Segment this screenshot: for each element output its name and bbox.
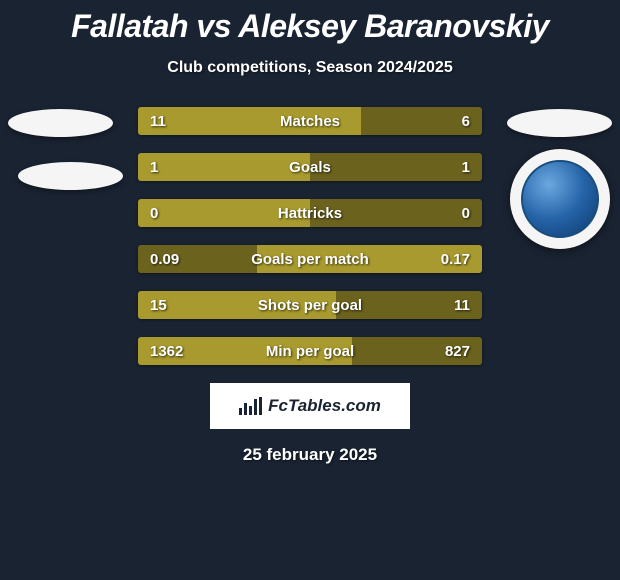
stat-row: 0.09 Goals per match 0.17 [138,245,482,273]
stat-label: Min per goal [208,343,412,360]
stat-label: Hattricks [208,205,412,222]
stat-value-right: 6 [412,113,482,130]
stat-value-right: 11 [412,297,482,314]
stat-value-left: 0 [138,205,208,222]
club-badge-icon [521,160,599,238]
stat-value-right: 0 [412,205,482,222]
stats-area: 11 Matches 6 1 Goals 1 0 Hattricks 0 0.0… [0,107,620,365]
stat-value-right: 1 [412,159,482,176]
stat-label: Goals per match [208,251,412,268]
player-right-ellipse-1 [507,109,612,137]
stat-value-left: 1 [138,159,208,176]
brand-label: FcTables.com [268,396,381,416]
date-label: 25 february 2025 [0,445,620,465]
player-left-ellipse-1 [8,109,113,137]
subtitle: Club competitions, Season 2024/2025 [0,59,620,77]
stat-value-left: 11 [138,113,208,130]
stat-row: 1 Goals 1 [138,153,482,181]
stat-row: 11 Matches 6 [138,107,482,135]
stat-value-left: 15 [138,297,208,314]
stat-value-left: 0.09 [138,251,208,268]
stat-value-right: 0.17 [412,251,482,268]
stat-label: Goals [208,159,412,176]
stat-label: Shots per goal [208,297,412,314]
page-title: Fallatah vs Aleksey Baranovskiy [0,0,620,45]
stat-row: 0 Hattricks 0 [138,199,482,227]
stat-label: Matches [208,113,412,130]
club-badge [510,149,610,249]
stat-row: 1362 Min per goal 827 [138,337,482,365]
bar-chart-icon [239,397,262,415]
stat-value-left: 1362 [138,343,208,360]
stat-row: 15 Shots per goal 11 [138,291,482,319]
player-left-ellipse-2 [18,162,123,190]
fctables-brand: FcTables.com [210,383,410,429]
stat-value-right: 827 [412,343,482,360]
